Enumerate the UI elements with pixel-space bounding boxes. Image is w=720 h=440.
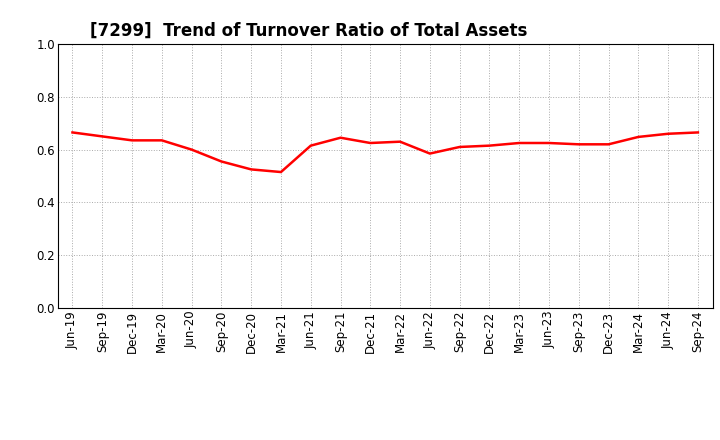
- Text: [7299]  Trend of Turnover Ratio of Total Assets: [7299] Trend of Turnover Ratio of Total …: [91, 22, 528, 40]
